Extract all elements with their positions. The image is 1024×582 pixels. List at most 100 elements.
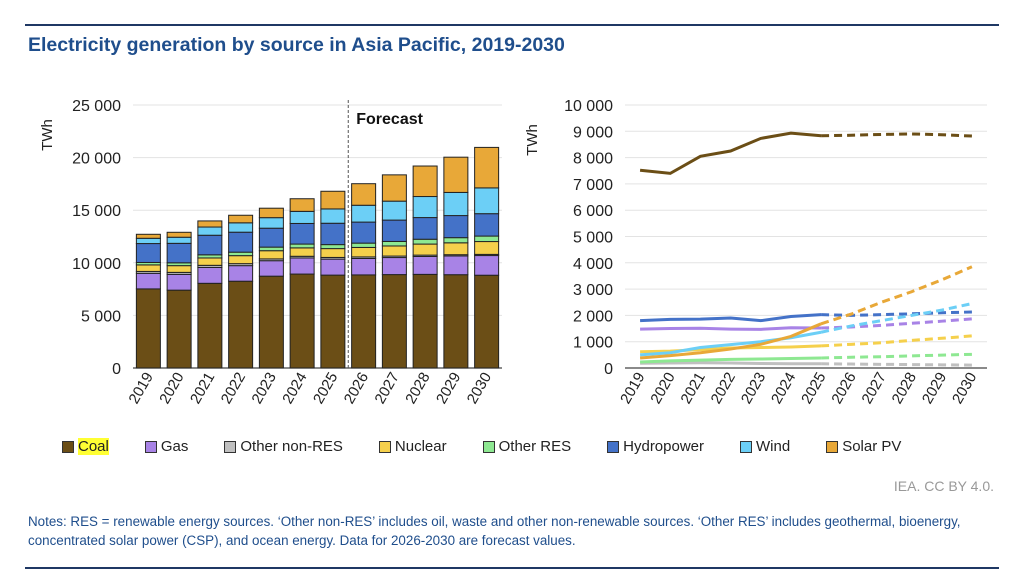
line-ytick-label: 5 000 — [573, 230, 613, 247]
legend-swatch — [607, 440, 620, 453]
bar-segment-other-res — [228, 251, 254, 257]
legend-swatch — [62, 440, 74, 453]
bar-segment-nuclear — [228, 255, 254, 265]
bar-segment-gas — [474, 255, 500, 276]
line-xtick-label: 2019 — [617, 370, 648, 407]
legend-swatch — [826, 440, 839, 453]
bar-segment-solar-pv — [412, 165, 438, 198]
bar-xtick-label: 2026 — [341, 370, 372, 407]
bar-segment-wind — [166, 236, 192, 244]
bar-segment-wind — [320, 208, 346, 224]
line-ytick-label: 6 000 — [573, 203, 613, 220]
forecast-annotation: Forecast — [356, 111, 423, 128]
legend-label: Gas — [160, 438, 189, 455]
bar-segment-wind — [228, 222, 254, 233]
legend-item: Coal — [62, 438, 109, 455]
bar-segment-other-res — [443, 237, 469, 244]
bar-segment-hydropower — [289, 222, 315, 245]
bar-segment-gas — [412, 255, 438, 275]
legend-item: Hydropower — [607, 438, 704, 455]
bar-segment-nuclear — [289, 247, 315, 257]
bar-segment-gas — [258, 260, 284, 277]
bar-xtick-label: 2024 — [279, 370, 310, 407]
bar-segment-coal — [289, 273, 315, 369]
bar-segment-hydropower — [166, 242, 192, 264]
bar-segment-nuclear — [258, 250, 284, 260]
bar-segment-hydropower — [228, 231, 254, 253]
bar-segment-nuclear — [135, 264, 161, 272]
bar-segment-gas — [166, 273, 192, 291]
legend-swatch — [224, 440, 237, 453]
bar-segment-coal — [228, 280, 254, 369]
bar-segment-hydropower — [412, 217, 438, 240]
bar-xtick-label: 2029 — [433, 370, 464, 407]
bar-segment-hydropower — [474, 213, 500, 237]
bar-segment-nuclear — [474, 241, 500, 255]
bar-ytick-label: 15 000 — [72, 203, 121, 220]
line-xtick-label: 2023 — [738, 370, 769, 407]
bar-segment-coal — [381, 274, 407, 369]
bar-segment-hydropower — [381, 219, 407, 242]
line-wind-forecast — [820, 302, 973, 334]
bar-segment-gas — [351, 257, 377, 276]
bar-segment-solar-pv — [381, 174, 407, 202]
legend-swatch — [482, 440, 495, 453]
line-xtick-label: 2028 — [889, 370, 920, 407]
bar-ytick-label: 10 000 — [72, 256, 121, 273]
line-ytick-label: 2 000 — [573, 308, 613, 325]
bar-xtick-label: 2023 — [248, 370, 279, 407]
line-ytick-label: 10 000 — [564, 98, 613, 115]
bar-segment-solar-pv — [474, 146, 500, 189]
line-gas-actual — [640, 326, 822, 331]
bar-segment-coal — [351, 274, 377, 369]
credit: IEA. CC BY 4.0. — [893, 478, 994, 494]
bar-xtick-label: 2020 — [156, 370, 187, 407]
line-ytick-label: 7 000 — [573, 177, 613, 194]
bar-segment-nuclear — [381, 245, 407, 257]
line-coal-actual — [639, 131, 822, 175]
bar-segment-solar-pv — [351, 183, 377, 206]
line-xtick-label: 2021 — [677, 370, 708, 407]
bar-segment-solar-pv — [289, 198, 315, 212]
legend-label: Other non-RES — [240, 438, 343, 455]
legend-item: Solar PV — [826, 438, 901, 455]
legend: Coal Gas Other non-RES Nuclear Other RES Hydr… — [62, 438, 937, 455]
bar-segment-coal — [320, 274, 346, 369]
line-xtick-label: 2026 — [828, 370, 859, 407]
notes: Notes: RES = renewable energy sources. ‘… — [28, 514, 961, 548]
line-y-axis-label: TWh — [524, 124, 541, 156]
bar-segment-hydropower — [135, 243, 161, 263]
bar-segment-coal — [443, 274, 469, 369]
bar-segment-hydropower — [443, 215, 469, 239]
legend-item: Other RES — [482, 438, 571, 455]
line-solar-pv-forecast — [820, 265, 973, 326]
bar-segment-coal — [412, 273, 438, 369]
legend-item: Other non-RES — [224, 438, 343, 455]
legend-item: Wind — [740, 438, 790, 455]
line-solar-pv-actual — [639, 322, 822, 360]
line-xtick-label: 2024 — [768, 370, 799, 407]
line-ytick-label: 9 000 — [573, 124, 613, 141]
bar-ytick-label: 5 000 — [81, 308, 121, 325]
bar-segment-coal — [135, 288, 161, 369]
bar-segment-wind — [443, 191, 469, 217]
bar-xtick-label: 2027 — [371, 370, 402, 407]
bar-ytick-label: 25 000 — [72, 98, 121, 115]
line-xtick-label: 2025 — [798, 370, 829, 407]
bar-segment-hydropower — [197, 234, 223, 256]
bar-segment-coal — [258, 275, 284, 369]
legend-swatch — [740, 440, 753, 453]
line-xtick-label: 2030 — [949, 370, 980, 407]
legend-label: Nuclear — [394, 438, 447, 455]
bar-xtick-label: 2022 — [218, 370, 249, 407]
bar-segment-coal — [474, 274, 500, 369]
line-coal-forecast — [821, 132, 972, 138]
bar-segment-solar-pv — [228, 214, 254, 224]
bar-segment-wind — [412, 196, 438, 219]
bar-segment-nuclear — [351, 246, 377, 258]
bar-segment-solar-pv — [320, 190, 346, 210]
legend-swatch — [144, 440, 157, 453]
legend-item: Nuclear — [378, 438, 447, 455]
bar-segment-coal — [197, 282, 223, 369]
